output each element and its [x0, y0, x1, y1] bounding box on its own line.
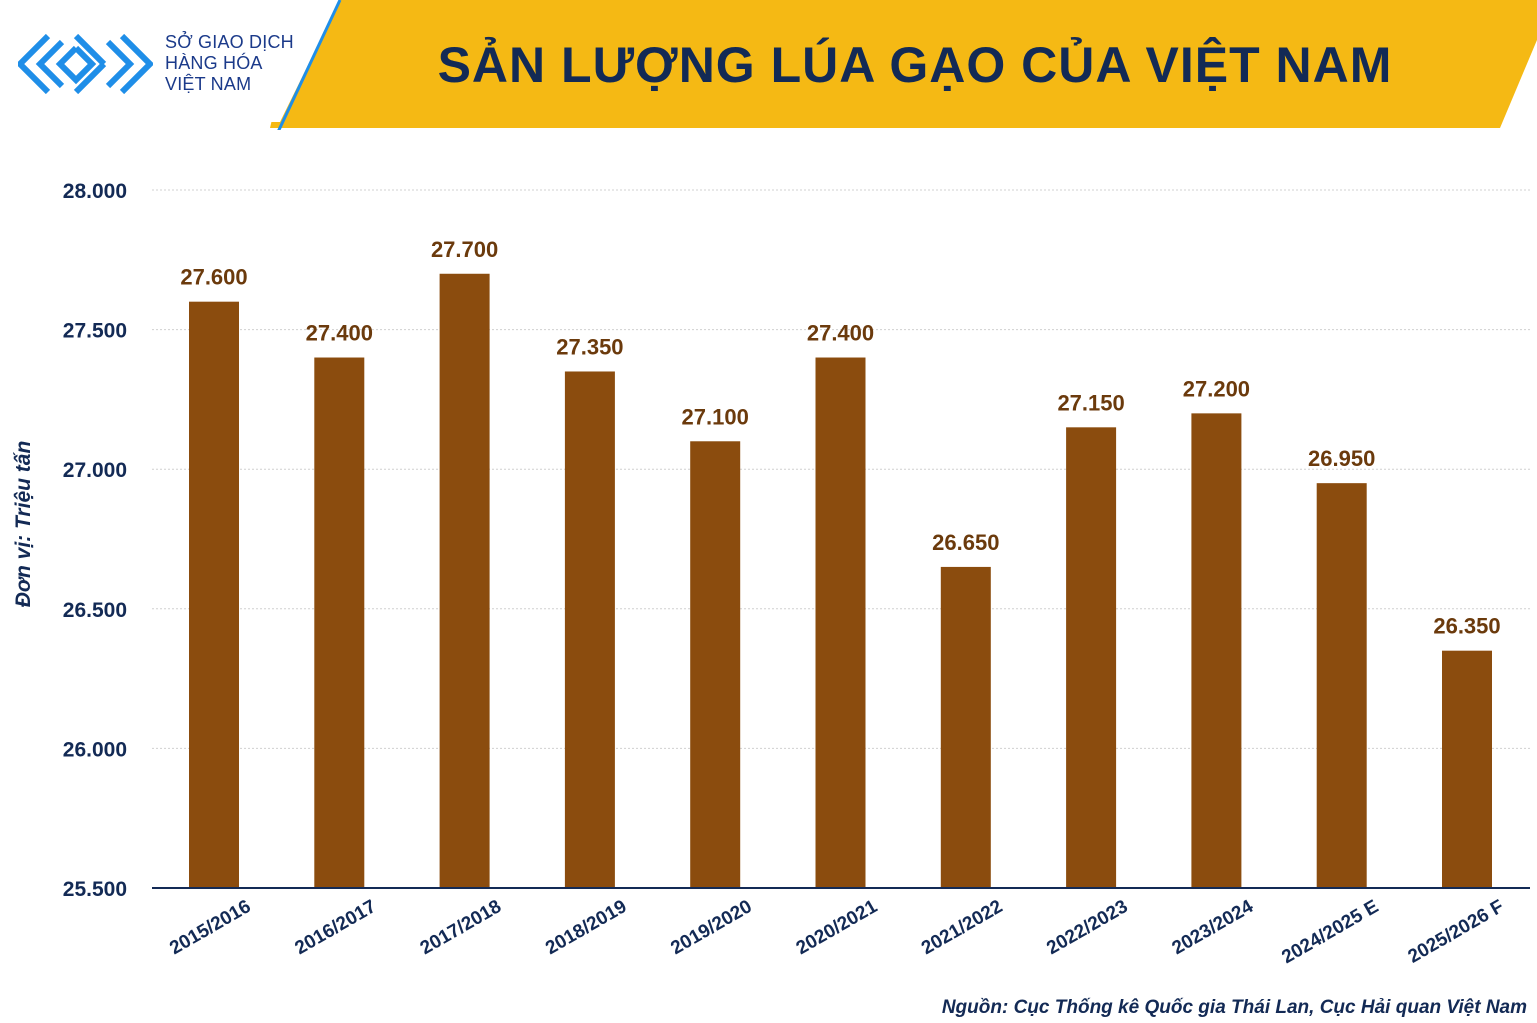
- x-tick-label: 2024/2025 E: [1278, 896, 1382, 968]
- logo-line-2: HÀNG HÓA: [165, 53, 263, 73]
- y-tick-label: 26.000: [63, 738, 127, 761]
- bar: [439, 273, 490, 888]
- logo-line-1: SỞ GIAO DỊCH: [165, 32, 294, 52]
- x-tick-label: 2016/2017: [292, 896, 380, 959]
- data-label: 27.400: [306, 321, 373, 346]
- chart-title: SẢN LƯỢNG LÚA GẠO CỦA VIỆT NAM: [437, 37, 1393, 93]
- header-background: [0, 0, 1537, 130]
- data-label: 27.150: [1057, 390, 1124, 415]
- data-label: 27.400: [807, 321, 874, 346]
- x-tick-label: 2015/2016: [166, 896, 254, 959]
- data-label: 27.350: [556, 334, 623, 359]
- x-tick-label: 2017/2018: [417, 896, 505, 959]
- logo-line-3: VIỆT NAM: [165, 74, 252, 94]
- y-tick-label: 27.000: [63, 459, 127, 482]
- data-label: 27.600: [180, 265, 247, 290]
- bar: [189, 301, 239, 888]
- x-tick-label: 2023/2024: [1169, 896, 1258, 959]
- data-label: 27.200: [1183, 376, 1250, 401]
- y-tick-label: 27.500: [63, 320, 127, 343]
- bar: [314, 357, 365, 888]
- data-label: 26.950: [1308, 446, 1375, 471]
- x-tick-label: 2020/2021: [793, 896, 882, 959]
- data-label: 26.650: [932, 530, 999, 555]
- bar: [940, 566, 991, 888]
- data-label: 27.700: [431, 237, 498, 262]
- x-tick-label: 2021/2022: [918, 896, 1006, 959]
- y-tick-label: 25.500: [63, 878, 127, 901]
- bar: [1191, 413, 1242, 888]
- data-label: 27.100: [682, 404, 749, 429]
- bar: [1066, 427, 1117, 888]
- source-note: Nguồn: Cục Thống kê Quốc gia Thái Lan, C…: [941, 997, 1527, 1018]
- x-tick-label: 2025/2026 F: [1405, 896, 1508, 968]
- y-tick-label: 26.500: [63, 599, 127, 622]
- bar: [564, 371, 615, 889]
- bar: [1442, 650, 1492, 888]
- x-tick-label: 2018/2019: [542, 896, 630, 959]
- y-axis-label: Đơn vị: Triệu tấn: [12, 441, 35, 608]
- bar: [815, 357, 866, 888]
- header-banner: SỞ GIAO DỊCH HÀNG HÓA VIỆT NAM SẢN LƯỢNG…: [0, 0, 1537, 130]
- y-tick-label: 28.000: [63, 180, 127, 203]
- sgd-logo-icon: [18, 34, 153, 94]
- bar: [1316, 483, 1367, 888]
- x-tick-label: 2019/2020: [667, 896, 755, 959]
- data-label: 26.350: [1433, 614, 1500, 639]
- logo-text: SỞ GIAO DỊCH HÀNG HÓA VIỆT NAM: [165, 32, 294, 95]
- bar: [690, 441, 741, 888]
- x-tick-label: 2022/2023: [1043, 896, 1131, 959]
